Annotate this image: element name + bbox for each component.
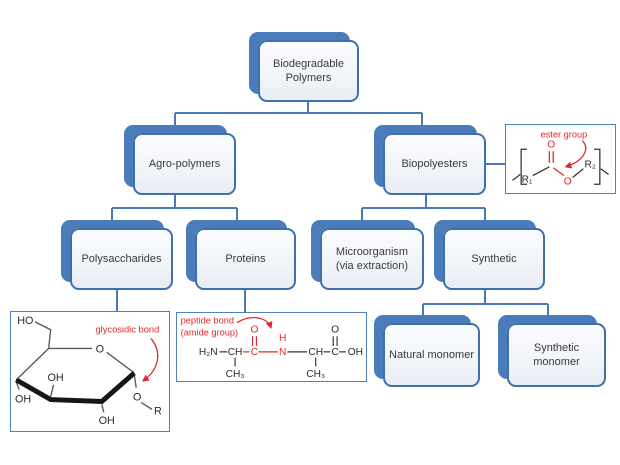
glycosidic-pointer-arrow <box>141 338 159 382</box>
node-label: Synthetic <box>471 252 517 265</box>
ester-group-label: ester group <box>541 130 588 140</box>
node-label: Natural monomer <box>389 348 474 361</box>
ch-b-atom-label: CH <box>308 347 323 358</box>
amide-red-bonds <box>242 336 278 353</box>
amide-c-atom-label: C <box>251 347 258 358</box>
peptide-bond-inset: peptide bond (amide group) H₂N CH <box>176 312 367 382</box>
glycosidic-bond-label: glycosidic bond <box>95 325 159 335</box>
connector-biopoly-to-children <box>361 195 486 221</box>
connector-agro-to-children <box>111 195 238 221</box>
oh-c4-atom-label: OH <box>15 393 31 405</box>
node-biodegradable-polymers: Biodegradable Polymers <box>258 40 359 102</box>
ester-pointer-arrow <box>564 140 587 169</box>
node-label: Biopolyesters <box>401 157 468 170</box>
polymer-brackets <box>512 148 609 185</box>
node-synthetic-monomer: Synthetic monomer <box>507 323 606 387</box>
sugar-ring-drawing: glycosidic bond HO O OH OH OH O R <box>15 315 162 427</box>
glycosidic-o-atom-label: O <box>133 392 141 404</box>
oh-c2-atom-label: OH <box>99 415 115 427</box>
h2n-atom-label: H₂N <box>199 347 218 358</box>
acid-o-atom-label: O <box>331 324 339 335</box>
ch-a-atom-label: CH <box>228 347 243 358</box>
node-synthetic: Synthetic <box>443 228 545 290</box>
node-polysaccharides: Polysaccharides <box>70 228 173 290</box>
node-biopolyesters: Biopolyesters <box>383 133 486 195</box>
ring-bold-front-bonds <box>15 371 136 404</box>
node-microorganism: Microorganism (via extraction) <box>320 228 424 290</box>
node-natural-monomer: Natural monomer <box>383 323 480 387</box>
ho-atom-label: HO <box>17 315 33 327</box>
node-label: Polysaccharides <box>81 252 162 265</box>
ester-o-atom-label: O <box>564 176 572 187</box>
ester-group-inset: ester group R₁ O O R₂ <box>505 124 616 194</box>
node-agro-polymers: Agro-polymers <box>133 133 236 195</box>
node-label: Biodegradable Polymers <box>273 57 344 84</box>
oh-c3-atom-label: OH <box>47 372 63 384</box>
amide-h-atom-label: H <box>279 333 286 344</box>
glycosidic-bond-inset: glycosidic bond HO O OH OH OH O R <box>10 311 170 432</box>
black-bonds <box>219 336 346 367</box>
ch3-a-atom-label: CH₃ <box>226 369 245 380</box>
acid-c-atom-label: C <box>331 347 338 358</box>
node-label: Proteins <box>225 252 266 265</box>
r1-atom-label: R₁ <box>522 174 533 185</box>
node-label: Agro-polymers <box>148 157 221 170</box>
ch3-b-atom-label: CH₃ <box>306 369 325 380</box>
peptide-pointer-arrow <box>236 316 273 329</box>
node-label: Synthetic monomer <box>533 341 580 368</box>
oh-atom-label: OH <box>348 347 363 358</box>
black-bonds <box>532 166 584 178</box>
peptide-bond-label-line1: peptide bond <box>181 316 234 326</box>
connector-root-to-level2 <box>174 101 423 126</box>
r-atom-label: R <box>154 405 162 417</box>
ester-structure-drawing: ester group R₁ O O R₂ <box>512 130 609 187</box>
ring-thin-bonds <box>15 321 153 413</box>
amide-o-atom-label: O <box>251 324 259 335</box>
r2-atom-label: R₂ <box>584 160 595 171</box>
node-label: Microorganism (via extraction) <box>335 245 409 272</box>
amide-n-atom-label: N <box>279 347 286 358</box>
connector-synthetic-to-children <box>422 290 549 316</box>
ester-red-bonds <box>548 151 565 177</box>
node-proteins: Proteins <box>195 228 296 290</box>
dipeptide-drawing: peptide bond (amide group) H₂N CH <box>181 316 363 380</box>
carbonyl-o-atom-label: O <box>547 139 555 150</box>
peptide-bond-label-line2: (amide group) <box>181 327 238 337</box>
ring-o-atom-label: O <box>96 343 104 355</box>
